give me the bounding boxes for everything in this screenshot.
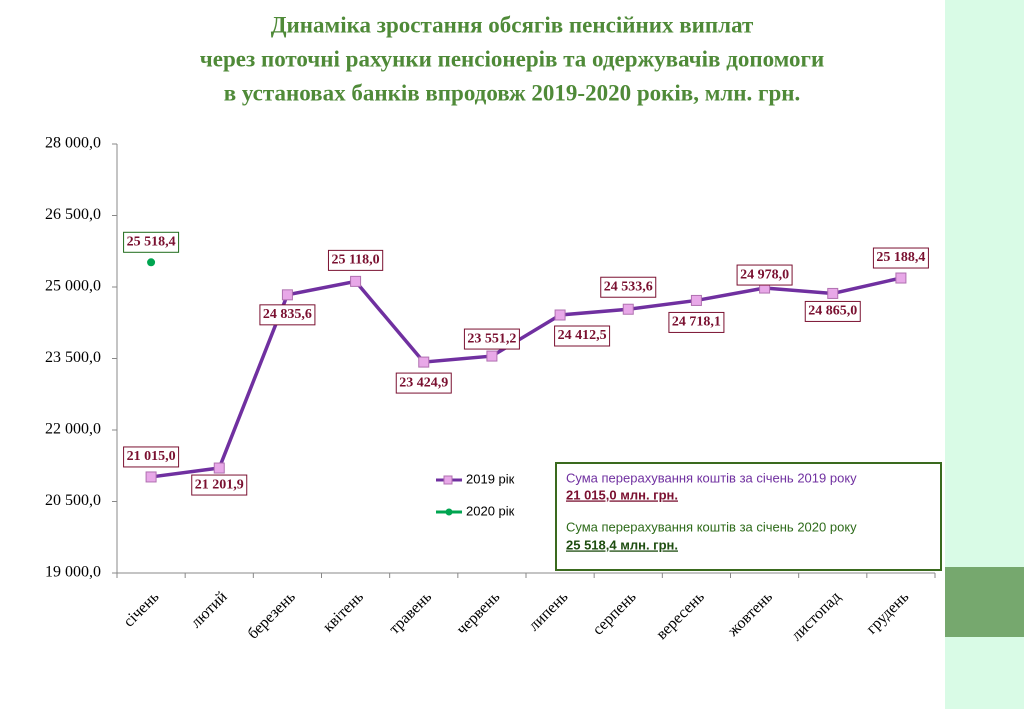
value-label-box [554, 325, 611, 347]
value-label-text: 23 424,9 [399, 375, 448, 390]
value-label-box [668, 311, 725, 333]
point [895, 272, 907, 284]
value-label: 25 118,0 [327, 249, 384, 271]
value-label: 24 412,5 [554, 325, 611, 347]
value-label-box [736, 264, 793, 286]
value-label: 24 865,0 [804, 300, 861, 322]
point [418, 356, 430, 368]
x-tick-label: травень [386, 588, 435, 637]
value-label-text: 23 551,2 [467, 331, 516, 346]
annotation-text: Сума перерахування коштів за січень 2019… [566, 470, 857, 485]
point [622, 303, 634, 315]
value-label: 23 551,2 [463, 328, 520, 350]
y-tick-label: 25 000,0 [45, 278, 101, 295]
x-tick-label: лютий [188, 588, 231, 631]
value-label-text: 21 015,0 [127, 449, 176, 464]
value-label-box [123, 446, 180, 468]
value-label: 21 201,9 [191, 474, 248, 496]
value-label-text: 24 978,0 [740, 267, 789, 282]
value-label-text: 24 533,6 [604, 279, 653, 294]
value-label-text: 24 835,6 [263, 307, 312, 322]
value-label-box [123, 231, 180, 253]
point [486, 350, 498, 362]
x-tick-label: листопад [788, 588, 844, 644]
y-tick-label: 28 000,0 [45, 135, 101, 152]
value-label-text: 25 518,4 [127, 235, 176, 250]
point [213, 462, 225, 474]
point [827, 287, 839, 299]
value-label-box [327, 249, 384, 271]
value-label: 24 533,6 [600, 276, 657, 298]
value-label-text: 25 118,0 [331, 253, 379, 268]
x-tick-label: березень [245, 588, 299, 642]
legend-label: 2020 рік [466, 503, 515, 518]
value-label: 24 978,0 [736, 264, 793, 286]
value-label: 24 718,1 [668, 311, 725, 333]
annotation-value: 21 015,0 млн. грн. [566, 487, 678, 502]
value-label: 25 188,4 [872, 247, 929, 269]
annotation-box [555, 462, 942, 571]
point [690, 294, 702, 306]
x-tick-label: липень [525, 588, 571, 634]
legend-marker [445, 508, 453, 516]
point [554, 309, 566, 321]
value-label-box [259, 304, 316, 326]
value-label: 23 424,9 [395, 372, 452, 394]
value-label-text: 21 201,9 [195, 477, 244, 492]
value-label-text: 24 865,0 [808, 304, 857, 319]
x-tick-label: серпень [590, 588, 640, 638]
value-label-text: 25 188,4 [876, 250, 925, 265]
point [147, 258, 156, 267]
y-tick-label: 23 500,0 [45, 349, 101, 366]
value-label-box [191, 474, 248, 496]
y-tick-label: 26 500,0 [45, 206, 101, 223]
side-accent [945, 567, 1024, 637]
legend-label: 2019 рік [466, 471, 515, 486]
x-tick-label: січень [120, 588, 162, 630]
value-label-box [395, 372, 452, 394]
chart-title: через поточні рахунки пенсіонерів та оде… [200, 46, 824, 71]
point [350, 275, 362, 287]
value-label-text: 24 412,5 [558, 328, 607, 343]
x-tick-label: червень [453, 588, 503, 638]
chart-title: в установах банків впродовж 2019-2020 ро… [224, 80, 801, 105]
x-tick-label: вересень [653, 588, 708, 643]
annotation-text: Сума перерахування коштів за січень 2020… [566, 519, 857, 534]
x-tick-label: жовтень [724, 588, 776, 640]
chart-title: Динаміка зростання обсягів пенсійних вип… [271, 12, 754, 37]
y-tick-label: 22 000,0 [45, 421, 101, 438]
annotation-value: 25 518,4 млн. грн. [566, 537, 678, 552]
x-tick-label: грудень [863, 588, 912, 637]
x-tick-label: квітень [320, 588, 367, 635]
legend-marker [443, 475, 453, 485]
value-label-box [804, 300, 861, 322]
point [281, 289, 293, 301]
value-label: 24 835,6 [259, 304, 316, 326]
y-tick-label: 20 500,0 [45, 492, 101, 509]
value-label-text: 24 718,1 [672, 315, 721, 330]
value-label-box [463, 328, 520, 350]
value-label: 25 518,4 [123, 231, 180, 253]
value-label: 21 015,0 [123, 446, 180, 468]
value-label-box [600, 276, 657, 298]
point [145, 471, 157, 483]
value-label-box [872, 247, 929, 269]
y-tick-label: 19 000,0 [45, 564, 101, 581]
